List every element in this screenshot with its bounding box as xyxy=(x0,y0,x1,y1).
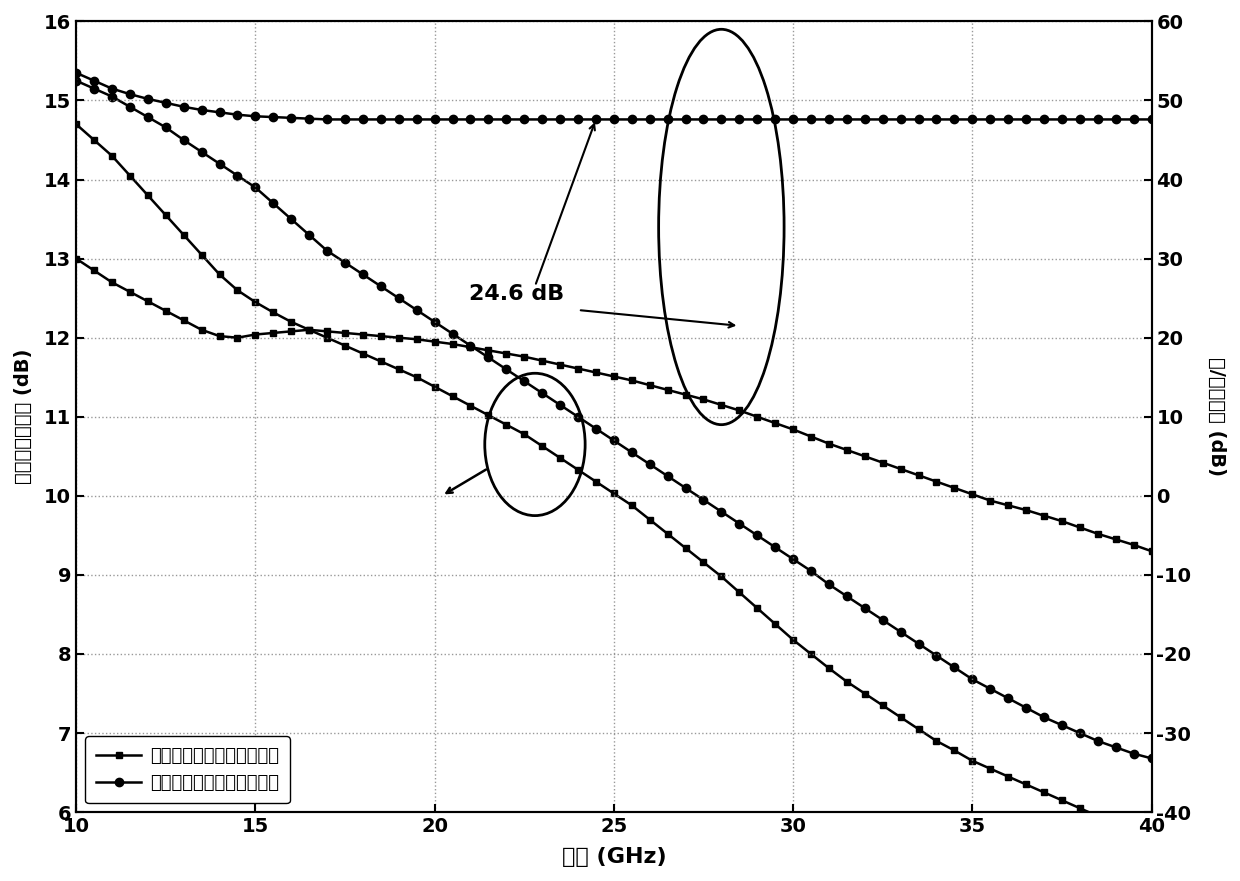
传统型层叠共栊级开关电路 xyxy=(1001,771,1016,781)
Y-axis label: 最大可实现增益 (dB): 最大可实现增益 (dB) xyxy=(14,349,33,485)
传统型层叠共栊级开关电路 xyxy=(68,119,83,130)
传统型层叠共栊级开关电路 xyxy=(1145,834,1159,845)
Text: 24.6 dB: 24.6 dB xyxy=(470,285,564,304)
改进型层叠共栊级开关电路 xyxy=(445,329,460,339)
传统型层叠共栊级开关电路 xyxy=(445,391,460,402)
改进型层叠共栊级开关电路 xyxy=(1145,753,1159,764)
改进型层叠共栊级开关电路 xyxy=(1001,693,1016,704)
改进型层叠共栊级开关电路 xyxy=(642,459,657,470)
改进型层叠共栊级开关电路 xyxy=(320,246,335,256)
传统型层叠共栊级开关电路 xyxy=(642,515,657,525)
Legend: 传统型层叠共栊级开关电路, 改进型层叠共栊级开关电路: 传统型层叠共栊级开关电路, 改进型层叠共栊级开关电路 xyxy=(86,737,290,803)
改进型层叠共栊级开关电路 xyxy=(68,76,83,86)
改进型层叠共栊级开关电路 xyxy=(284,214,299,225)
传统型层叠共栊级开关电路 xyxy=(714,571,729,581)
X-axis label: 频率 (GHz): 频率 (GHz) xyxy=(562,848,666,867)
Line: 传统型层叠共栊级开关电路: 传统型层叠共栊级开关电路 xyxy=(73,121,1154,843)
传统型层叠共栊级开关电路 xyxy=(284,316,299,327)
改进型层叠共栊级开关电路 xyxy=(714,507,729,517)
Line: 改进型层叠共栊级开关电路: 改进型层叠共栊级开关电路 xyxy=(72,77,1156,763)
传统型层叠共栊级开关电路 xyxy=(320,332,335,343)
Y-axis label: 开/关隔离度 (dB): 开/关隔离度 (dB) xyxy=(1207,358,1226,477)
